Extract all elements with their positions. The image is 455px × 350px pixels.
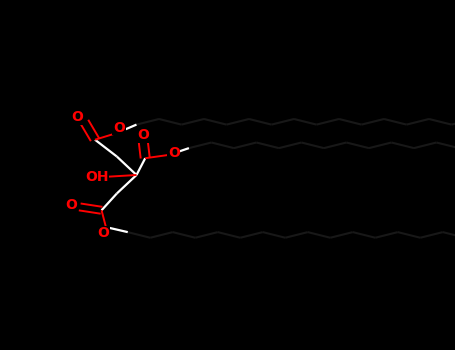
Text: O: O <box>168 146 180 160</box>
Text: OH: OH <box>85 170 108 184</box>
Text: O: O <box>137 128 149 142</box>
Text: O: O <box>98 226 110 240</box>
Text: O: O <box>66 198 77 212</box>
Text: O: O <box>71 110 83 124</box>
Text: O: O <box>113 121 125 135</box>
